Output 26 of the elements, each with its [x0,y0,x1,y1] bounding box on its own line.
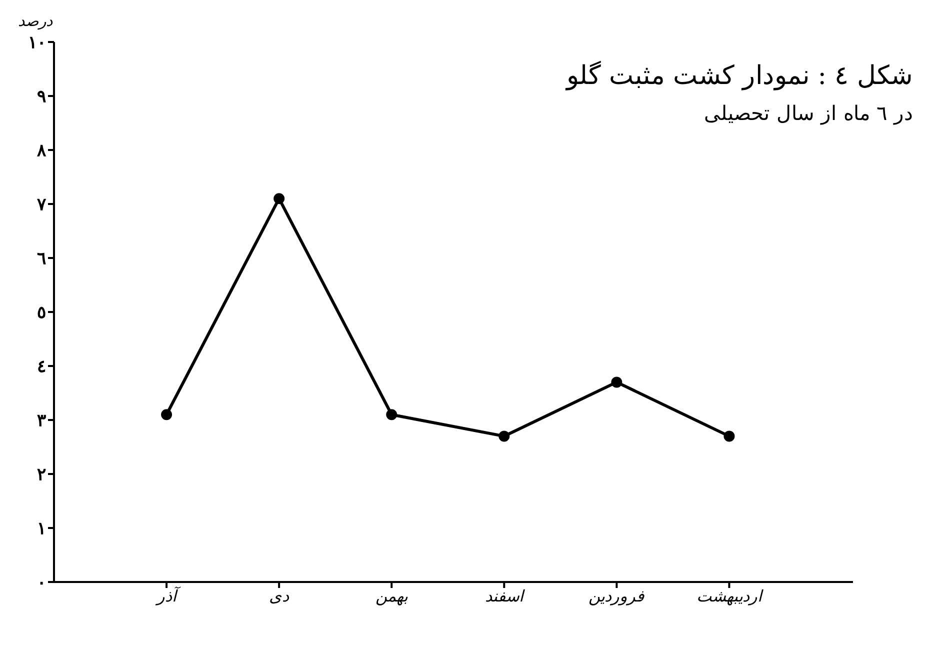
x-tick-label: اردیبهشت [696,586,764,606]
x-tick-label: بهمن [376,586,409,606]
y-tick-label: ٢ [37,465,46,486]
y-tick-label: ٠ [37,573,46,594]
text: شکل ٤ : نمودار کشت مثبت گلو [566,60,913,91]
y-tick-label: ٩ [37,87,46,108]
x-tick-label: فروردین [588,586,645,606]
point [161,409,172,420]
point [724,430,735,442]
y-tick-label: ٥ [37,303,46,324]
y-tick-label: ٦ [37,249,46,270]
x-tick-label: دی [269,586,290,606]
y-tick-label: ١٠ [28,33,46,54]
point [386,409,398,420]
y-tick-label: ١ [37,519,46,540]
x-tick-label: آذر [155,585,182,606]
y-tick-label: ٣ [37,411,46,432]
x-tick-label: اسفند [485,586,526,606]
y-tick-label: ٨ [36,141,47,162]
y-tick-label: ٧ [36,195,47,216]
y-tick-label: ٤ [37,357,46,378]
point [274,193,285,204]
y-axis-title: درصد [18,12,53,30]
point [498,430,510,442]
point [611,376,622,388]
text: در ٦ ماه از سال تحصیلی [703,101,913,125]
